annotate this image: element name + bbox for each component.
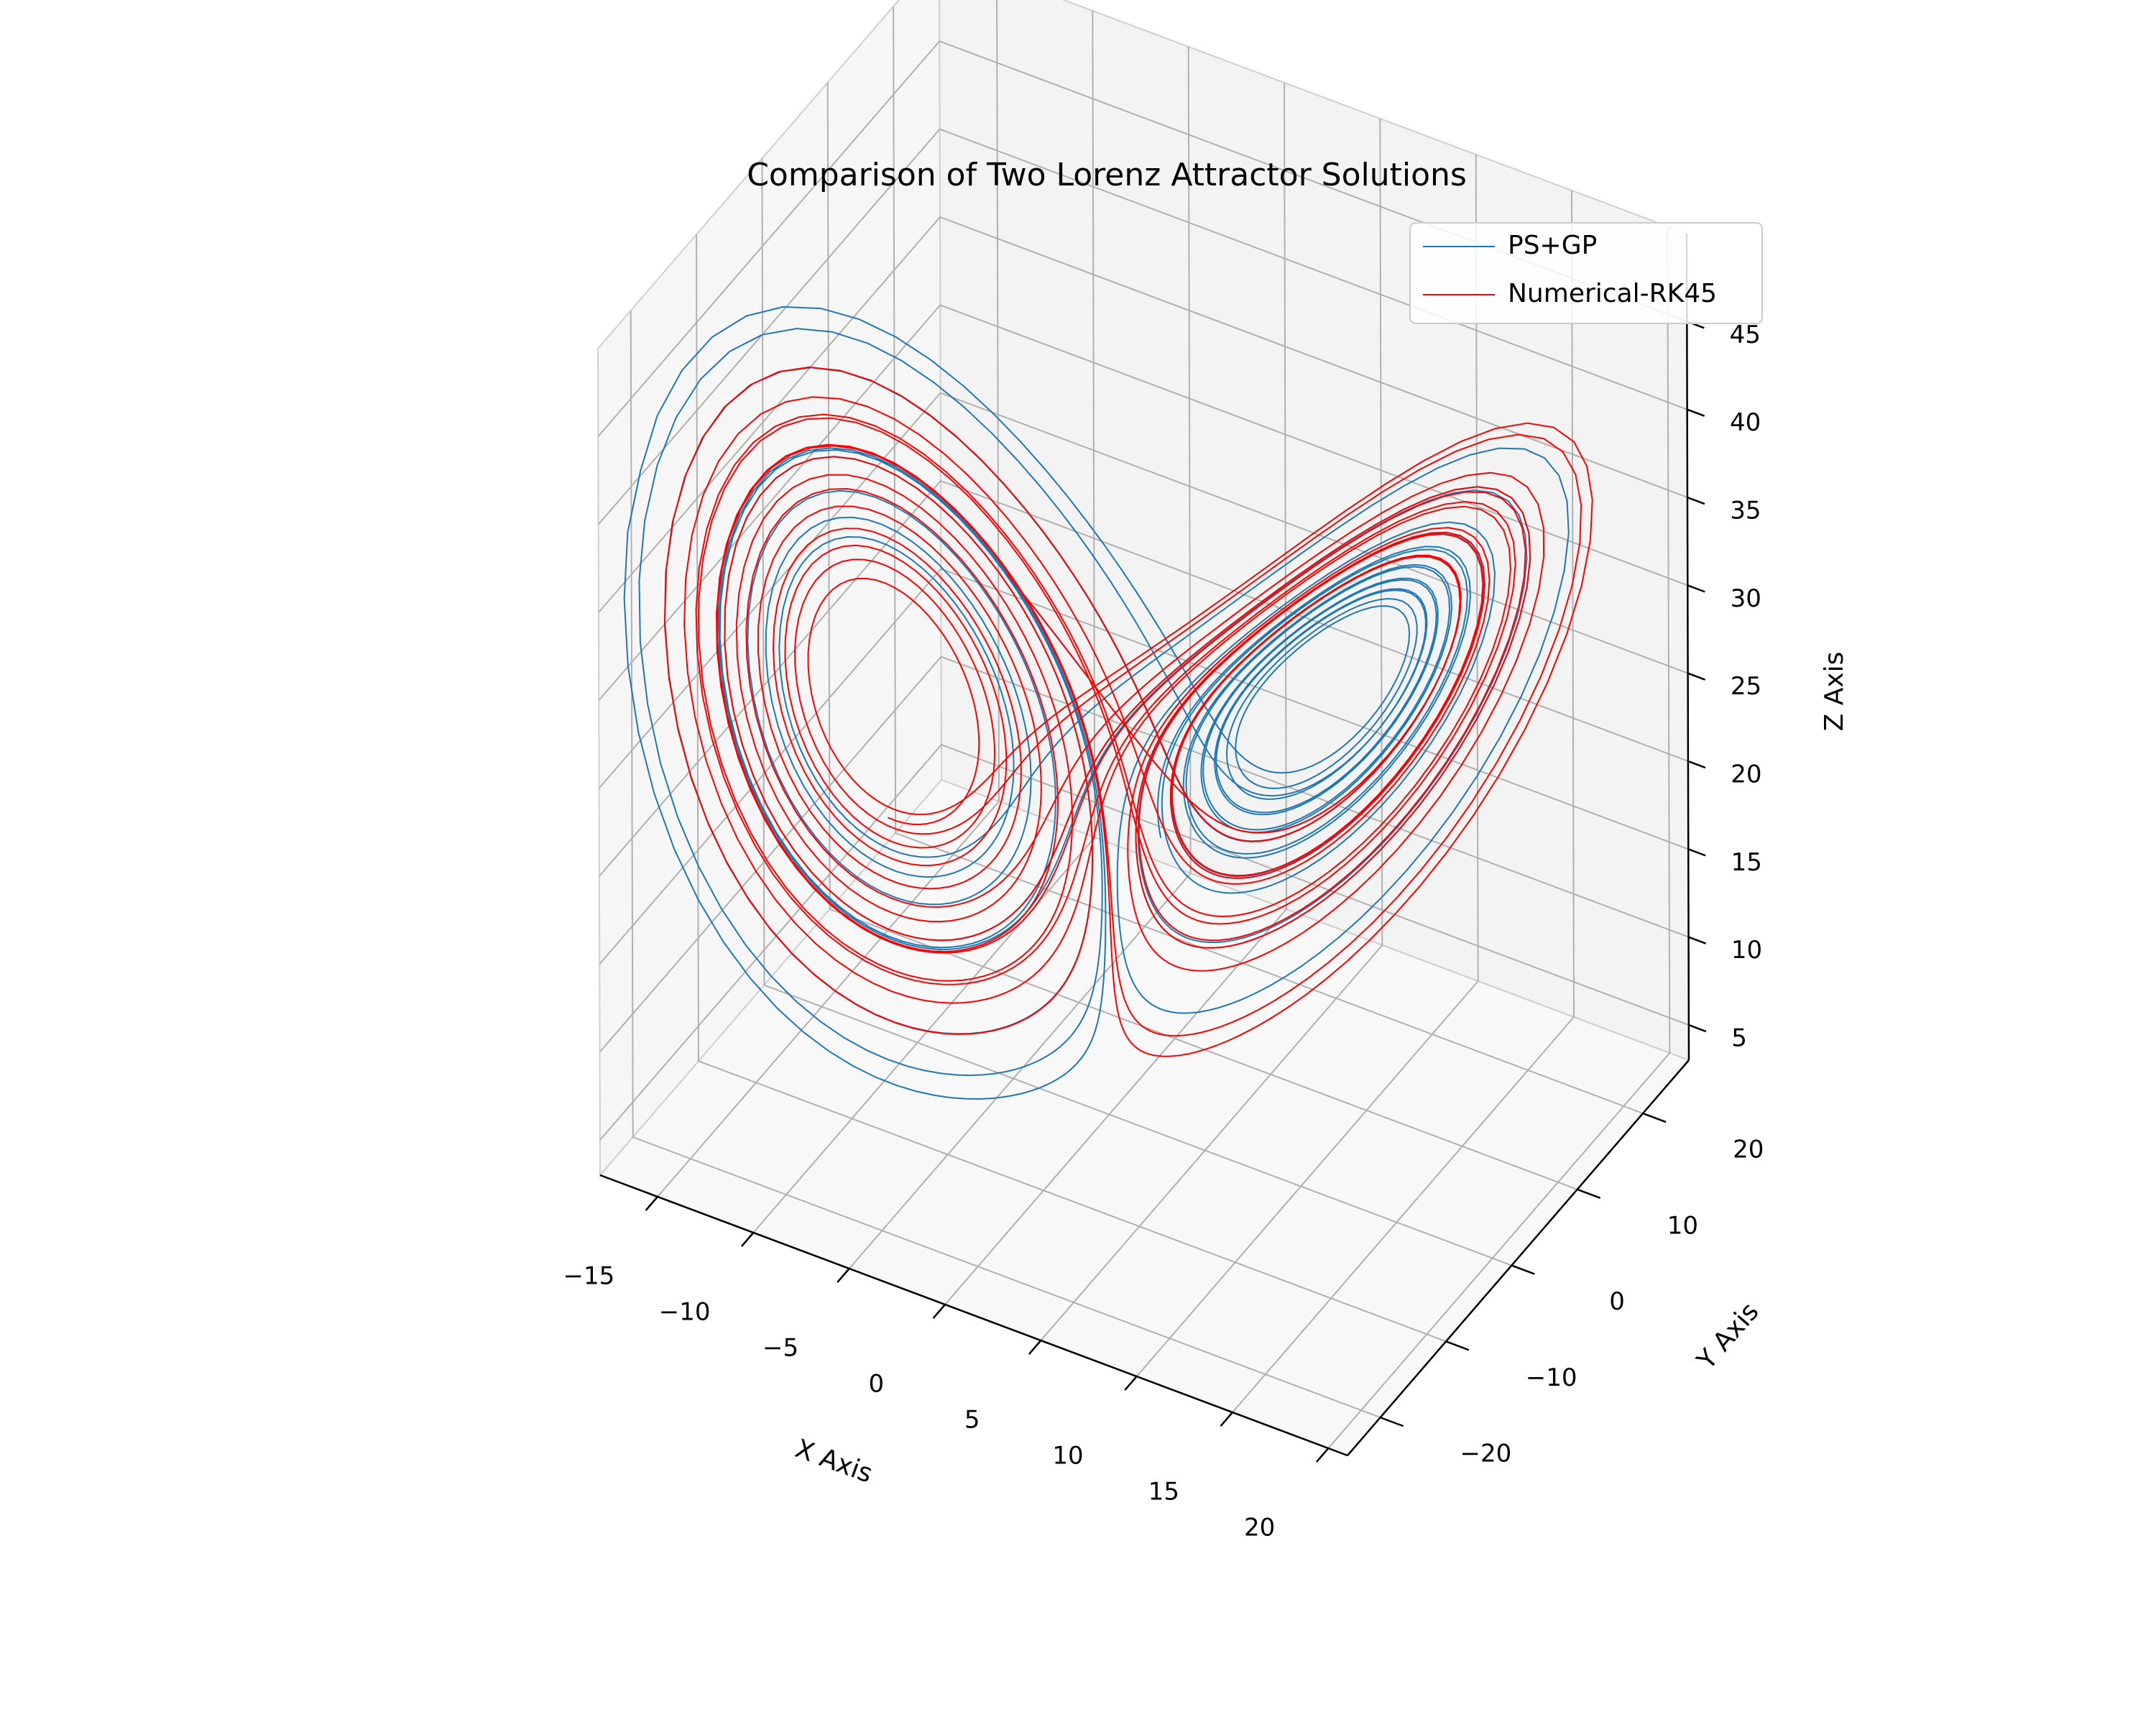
- y-tick-label: −10: [1526, 1363, 1577, 1392]
- grid-line-x-1: [752, 10, 1096, 1233]
- grid-line-x-7: [1327, 226, 1671, 1449]
- grid-line-x-4: [1040, 118, 1383, 1341]
- z-tick-label: 20: [1731, 760, 1761, 789]
- z-tick-mark: [1687, 408, 1705, 417]
- z-tick-mark: [1687, 672, 1706, 681]
- y-tick-label: 0: [1609, 1287, 1625, 1316]
- x-tick-mark: [1220, 1412, 1233, 1427]
- legend: PS+GP Numerical-RK45: [1409, 222, 1763, 324]
- axes-group: [599, 233, 1690, 1457]
- legend-box: [1409, 222, 1763, 324]
- y-tick-mark: [1445, 1340, 1470, 1351]
- z-axis-line: [1685, 233, 1690, 1061]
- x-tick-label: −15: [563, 1261, 614, 1290]
- z-tick-label: 10: [1731, 936, 1762, 965]
- grid-lines: [597, 0, 1690, 1449]
- grid-line-x-2: [848, 46, 1192, 1269]
- grid-line-x-6: [1232, 190, 1575, 1413]
- grid-line-y-4: [893, 6, 1644, 1114]
- x-tick-mark: [1315, 1448, 1330, 1463]
- y-tick-mark: [1642, 1112, 1667, 1123]
- x-axis-line: [599, 1174, 1348, 1457]
- x-tick-label: 20: [1244, 1513, 1275, 1542]
- z-tick-mark: [1687, 760, 1706, 769]
- grid-line-y-1: [696, 234, 1447, 1343]
- x-tick-label: 0: [869, 1369, 885, 1398]
- x-tick-mark: [932, 1304, 946, 1319]
- x-tick-label: 10: [1052, 1441, 1083, 1470]
- y-tick-mark: [1577, 1188, 1601, 1199]
- z-tick-label: 15: [1731, 848, 1762, 877]
- z-tick-mark: [1687, 848, 1706, 857]
- y-tick-mark: [1511, 1264, 1535, 1275]
- tick-group: −15 −10 −5 0 5 10 15 20 −20 −10 0 10 20 5 10 15 20 25 30 35…: [563, 321, 1764, 1542]
- legend-label-ps-gp: PS+GP: [1508, 231, 1597, 260]
- x-tick-mark: [645, 1196, 658, 1211]
- y-tick-mark: [1380, 1416, 1404, 1427]
- x-tick-label: −10: [659, 1297, 711, 1326]
- x-tick-label: −5: [763, 1333, 798, 1362]
- grid-line-z-5: [598, 304, 1688, 702]
- grid-line-y-3: [826, 82, 1578, 1190]
- grid-line-z-6: [598, 216, 1688, 613]
- grid-line-z-0: [599, 743, 1690, 1141]
- z-tick-mark: [1687, 496, 1705, 505]
- grid-line-x-0: [657, 0, 1000, 1197]
- x-tick-mark: [1028, 1340, 1042, 1355]
- y-tick-label: 10: [1667, 1211, 1698, 1240]
- z-tick-label: 45: [1730, 321, 1761, 349]
- z-tick-mark: [1688, 936, 1706, 944]
- z-tick-label: 35: [1730, 497, 1761, 525]
- grid-line-y-2: [761, 158, 1512, 1266]
- curve-group: [623, 305, 1593, 1100]
- z-tick-mark: [1687, 584, 1705, 593]
- chart-title: Comparison of Two Lorenz Attractor Solut…: [747, 157, 1467, 193]
- z-tick-label: 30: [1731, 584, 1761, 613]
- y-tick-label: 20: [1733, 1136, 1764, 1164]
- z-tick-label: 5: [1731, 1024, 1747, 1053]
- x-tick-mark: [1124, 1376, 1138, 1391]
- z-tick-label: 40: [1730, 408, 1761, 437]
- x-tick-label: 5: [964, 1405, 980, 1434]
- y-tick-label: −20: [1460, 1440, 1511, 1468]
- grid-line-z-4: [598, 392, 1688, 789]
- y-axis-line: [1347, 1059, 1690, 1456]
- grid-line-x-3: [944, 82, 1288, 1305]
- grid-line-y-0: [630, 310, 1381, 1419]
- grid-line-x-5: [1135, 154, 1479, 1377]
- x-tick-label: 15: [1148, 1477, 1179, 1506]
- z-tick-mark: [1688, 1024, 1707, 1033]
- x-tick-mark: [837, 1268, 850, 1283]
- z-tick-label: 25: [1731, 672, 1761, 701]
- legend-label-numerical-rk45: Numerical-RK45: [1508, 279, 1717, 308]
- series-numerical-rk45-line: [663, 366, 1593, 1057]
- x-tick-mark: [740, 1232, 755, 1247]
- z-axis-label: Z Axis: [1820, 652, 1849, 732]
- grid-line-z-1: [599, 656, 1689, 1053]
